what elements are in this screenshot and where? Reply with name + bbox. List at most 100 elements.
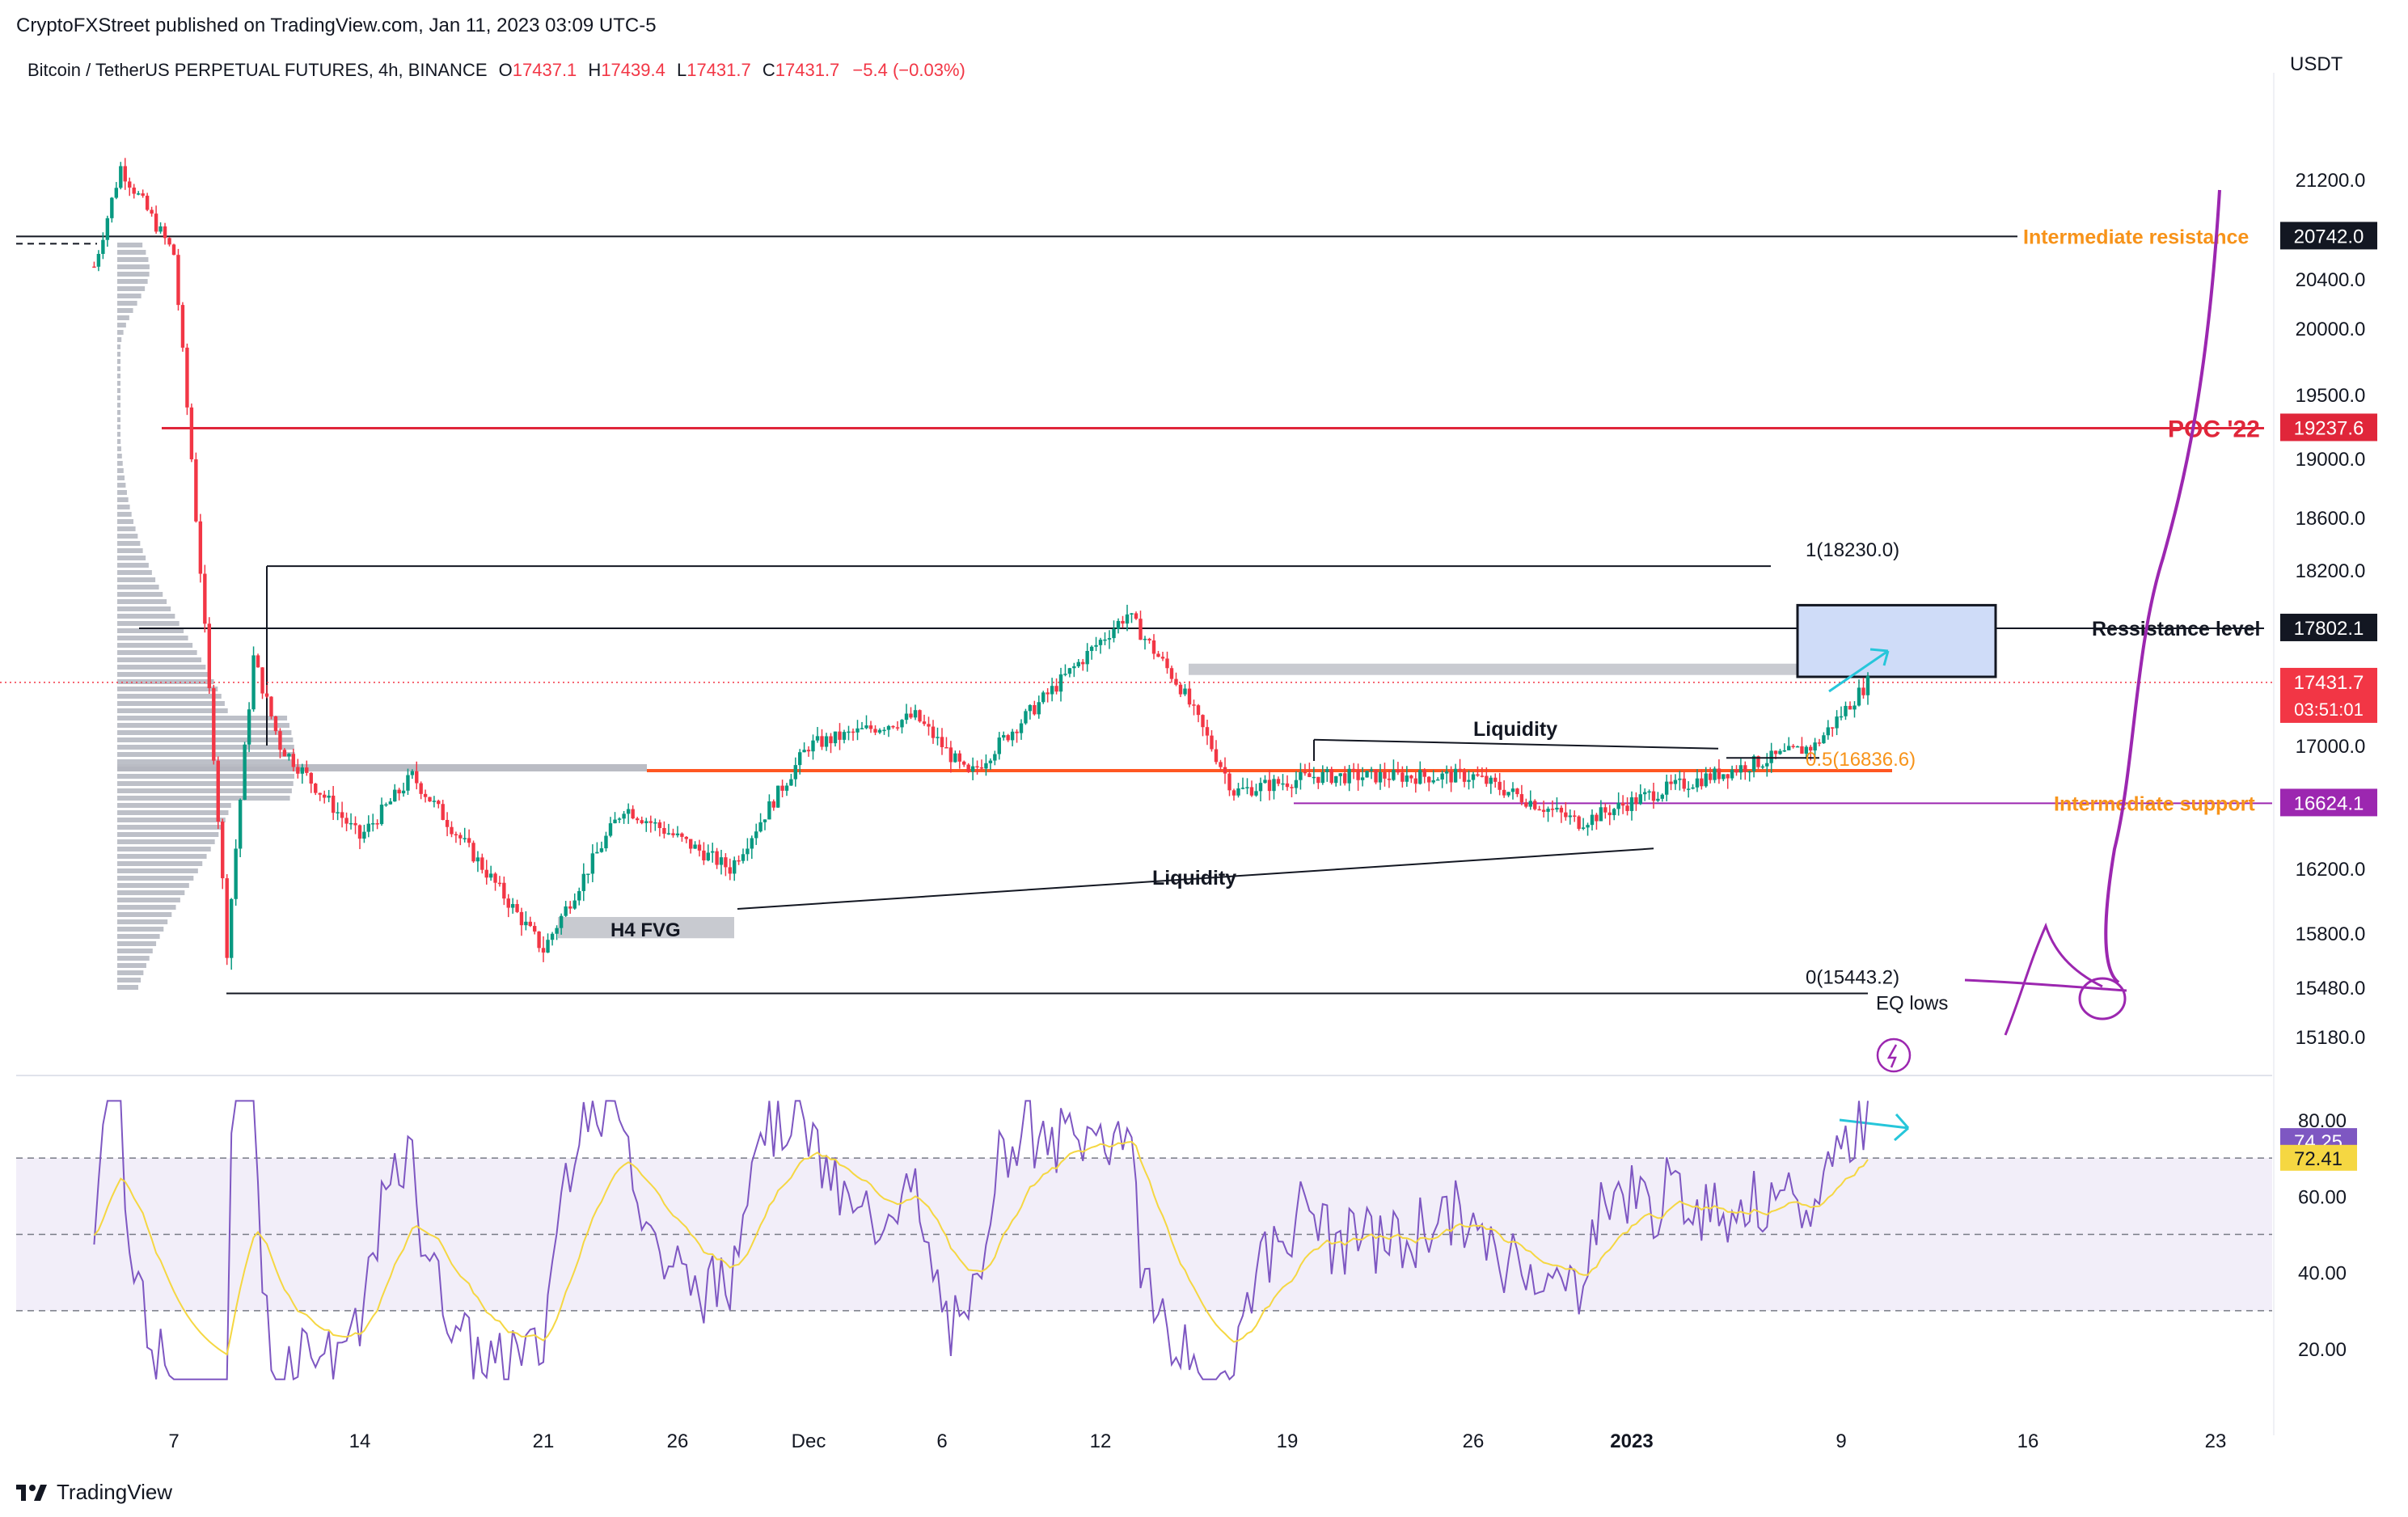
price-tick-label: 20400.0 — [2296, 269, 2366, 291]
candle-body — [895, 727, 900, 729]
volume-profile-bar — [117, 519, 134, 524]
candle-body — [909, 713, 913, 718]
volume-profile-bar — [117, 454, 122, 458]
tradingview-logo[interactable]: TradingView — [16, 1480, 172, 1505]
fib-mid-label: 0.5(16836.6) — [1806, 749, 1916, 771]
candle-body — [891, 725, 895, 728]
candle-body — [1550, 809, 1555, 810]
candle-body — [1586, 825, 1590, 828]
candle-body — [940, 737, 944, 748]
candle-body — [763, 819, 767, 822]
volume-profile-bar — [117, 788, 292, 793]
candle-body — [247, 709, 251, 745]
candle-body — [1334, 775, 1338, 784]
candle-body — [706, 852, 710, 860]
candle-body — [1826, 727, 1831, 736]
candle-body — [1462, 771, 1467, 782]
price-tick-label: 15480.0 — [2296, 978, 2366, 999]
candle-body — [1822, 735, 1826, 744]
candle-body — [251, 655, 256, 710]
candle-body — [110, 197, 114, 218]
candle-body — [221, 822, 225, 879]
candle-body — [1616, 802, 1620, 809]
candle-body — [437, 801, 441, 805]
rsi-arrow — [1839, 1113, 1910, 1142]
candle-body — [1440, 773, 1444, 780]
price-tick-label: 21200.0 — [2296, 170, 2366, 192]
candle-body — [1050, 686, 1054, 695]
volume-profile-bar — [117, 970, 144, 975]
volume-profile-bar — [117, 461, 123, 466]
candle-body — [693, 844, 697, 849]
h4-fvg-label: H4 FVG — [610, 919, 681, 941]
volume-profile-bar — [117, 272, 150, 277]
candle-body — [1249, 787, 1254, 796]
candle-body — [1852, 705, 1857, 710]
volume-profile-bar — [117, 286, 146, 291]
candle-body — [586, 873, 590, 875]
candle-body — [1413, 778, 1418, 784]
candle-body — [640, 820, 644, 823]
poc-label: POC '22 — [2168, 416, 2260, 442]
volume-profile-bar — [117, 497, 129, 502]
candle-body — [1431, 780, 1435, 783]
candle-body — [590, 853, 595, 874]
candle-body — [546, 940, 550, 953]
candle-body — [1791, 746, 1795, 747]
candle-body — [988, 760, 993, 763]
candle-body — [957, 753, 961, 762]
eq-lows-label: EQ lows — [1876, 992, 1948, 1014]
candle-body — [1568, 815, 1572, 818]
candle-body — [1356, 770, 1360, 780]
candle-body — [1290, 787, 1294, 788]
candle-body — [1072, 666, 1076, 669]
candle-body — [467, 838, 471, 843]
price-tick-label: 16200.0 — [2296, 859, 2366, 881]
volume-profile-bar — [117, 410, 120, 415]
volume-profile-bar — [117, 599, 167, 604]
candle-body — [475, 857, 480, 862]
intermediate-support-label: Intermediate support — [2054, 792, 2255, 815]
candle-body — [282, 750, 287, 757]
volume-profile-bar — [117, 483, 126, 488]
candle-body — [776, 785, 780, 808]
candle-body — [1782, 750, 1787, 752]
candle-body — [1800, 746, 1804, 754]
candle-body — [207, 623, 212, 689]
volume-profile-bar — [117, 315, 129, 320]
candle-body — [445, 819, 450, 827]
x-tick-label: 16 — [2017, 1430, 2039, 1452]
candle-body — [145, 196, 150, 210]
candle-body — [1033, 704, 1037, 715]
candle-body — [393, 789, 397, 802]
candle-body — [711, 851, 715, 853]
candle-body — [1085, 650, 1089, 665]
candle-body — [1098, 640, 1103, 645]
candle-body — [375, 823, 379, 825]
candle-body — [1281, 783, 1285, 785]
candle-body — [1325, 769, 1329, 772]
volume-profile-bar — [117, 723, 289, 728]
candle-body — [450, 826, 454, 835]
volume-profile-bar — [117, 570, 152, 575]
volume-profile-bar — [117, 861, 203, 866]
candle-body — [613, 819, 617, 824]
candle-body — [1537, 809, 1541, 811]
volume-profile-bar — [117, 439, 121, 444]
volume-profile-bar — [117, 468, 124, 473]
candle-body — [1308, 773, 1312, 777]
candle-body — [340, 812, 344, 818]
candle-body — [1183, 688, 1187, 695]
candle-body — [1231, 790, 1236, 796]
close-label: C — [762, 60, 775, 80]
candle-body — [1515, 788, 1519, 795]
price-tick-label: 19500.0 — [2296, 385, 2366, 407]
candle-body — [962, 761, 966, 765]
candle-body — [1458, 768, 1462, 771]
volume-profile-bar — [117, 949, 153, 953]
candle-body — [1449, 771, 1453, 783]
candle-body — [1599, 807, 1603, 822]
candle-body — [234, 848, 238, 899]
candle-body — [1773, 750, 1778, 754]
